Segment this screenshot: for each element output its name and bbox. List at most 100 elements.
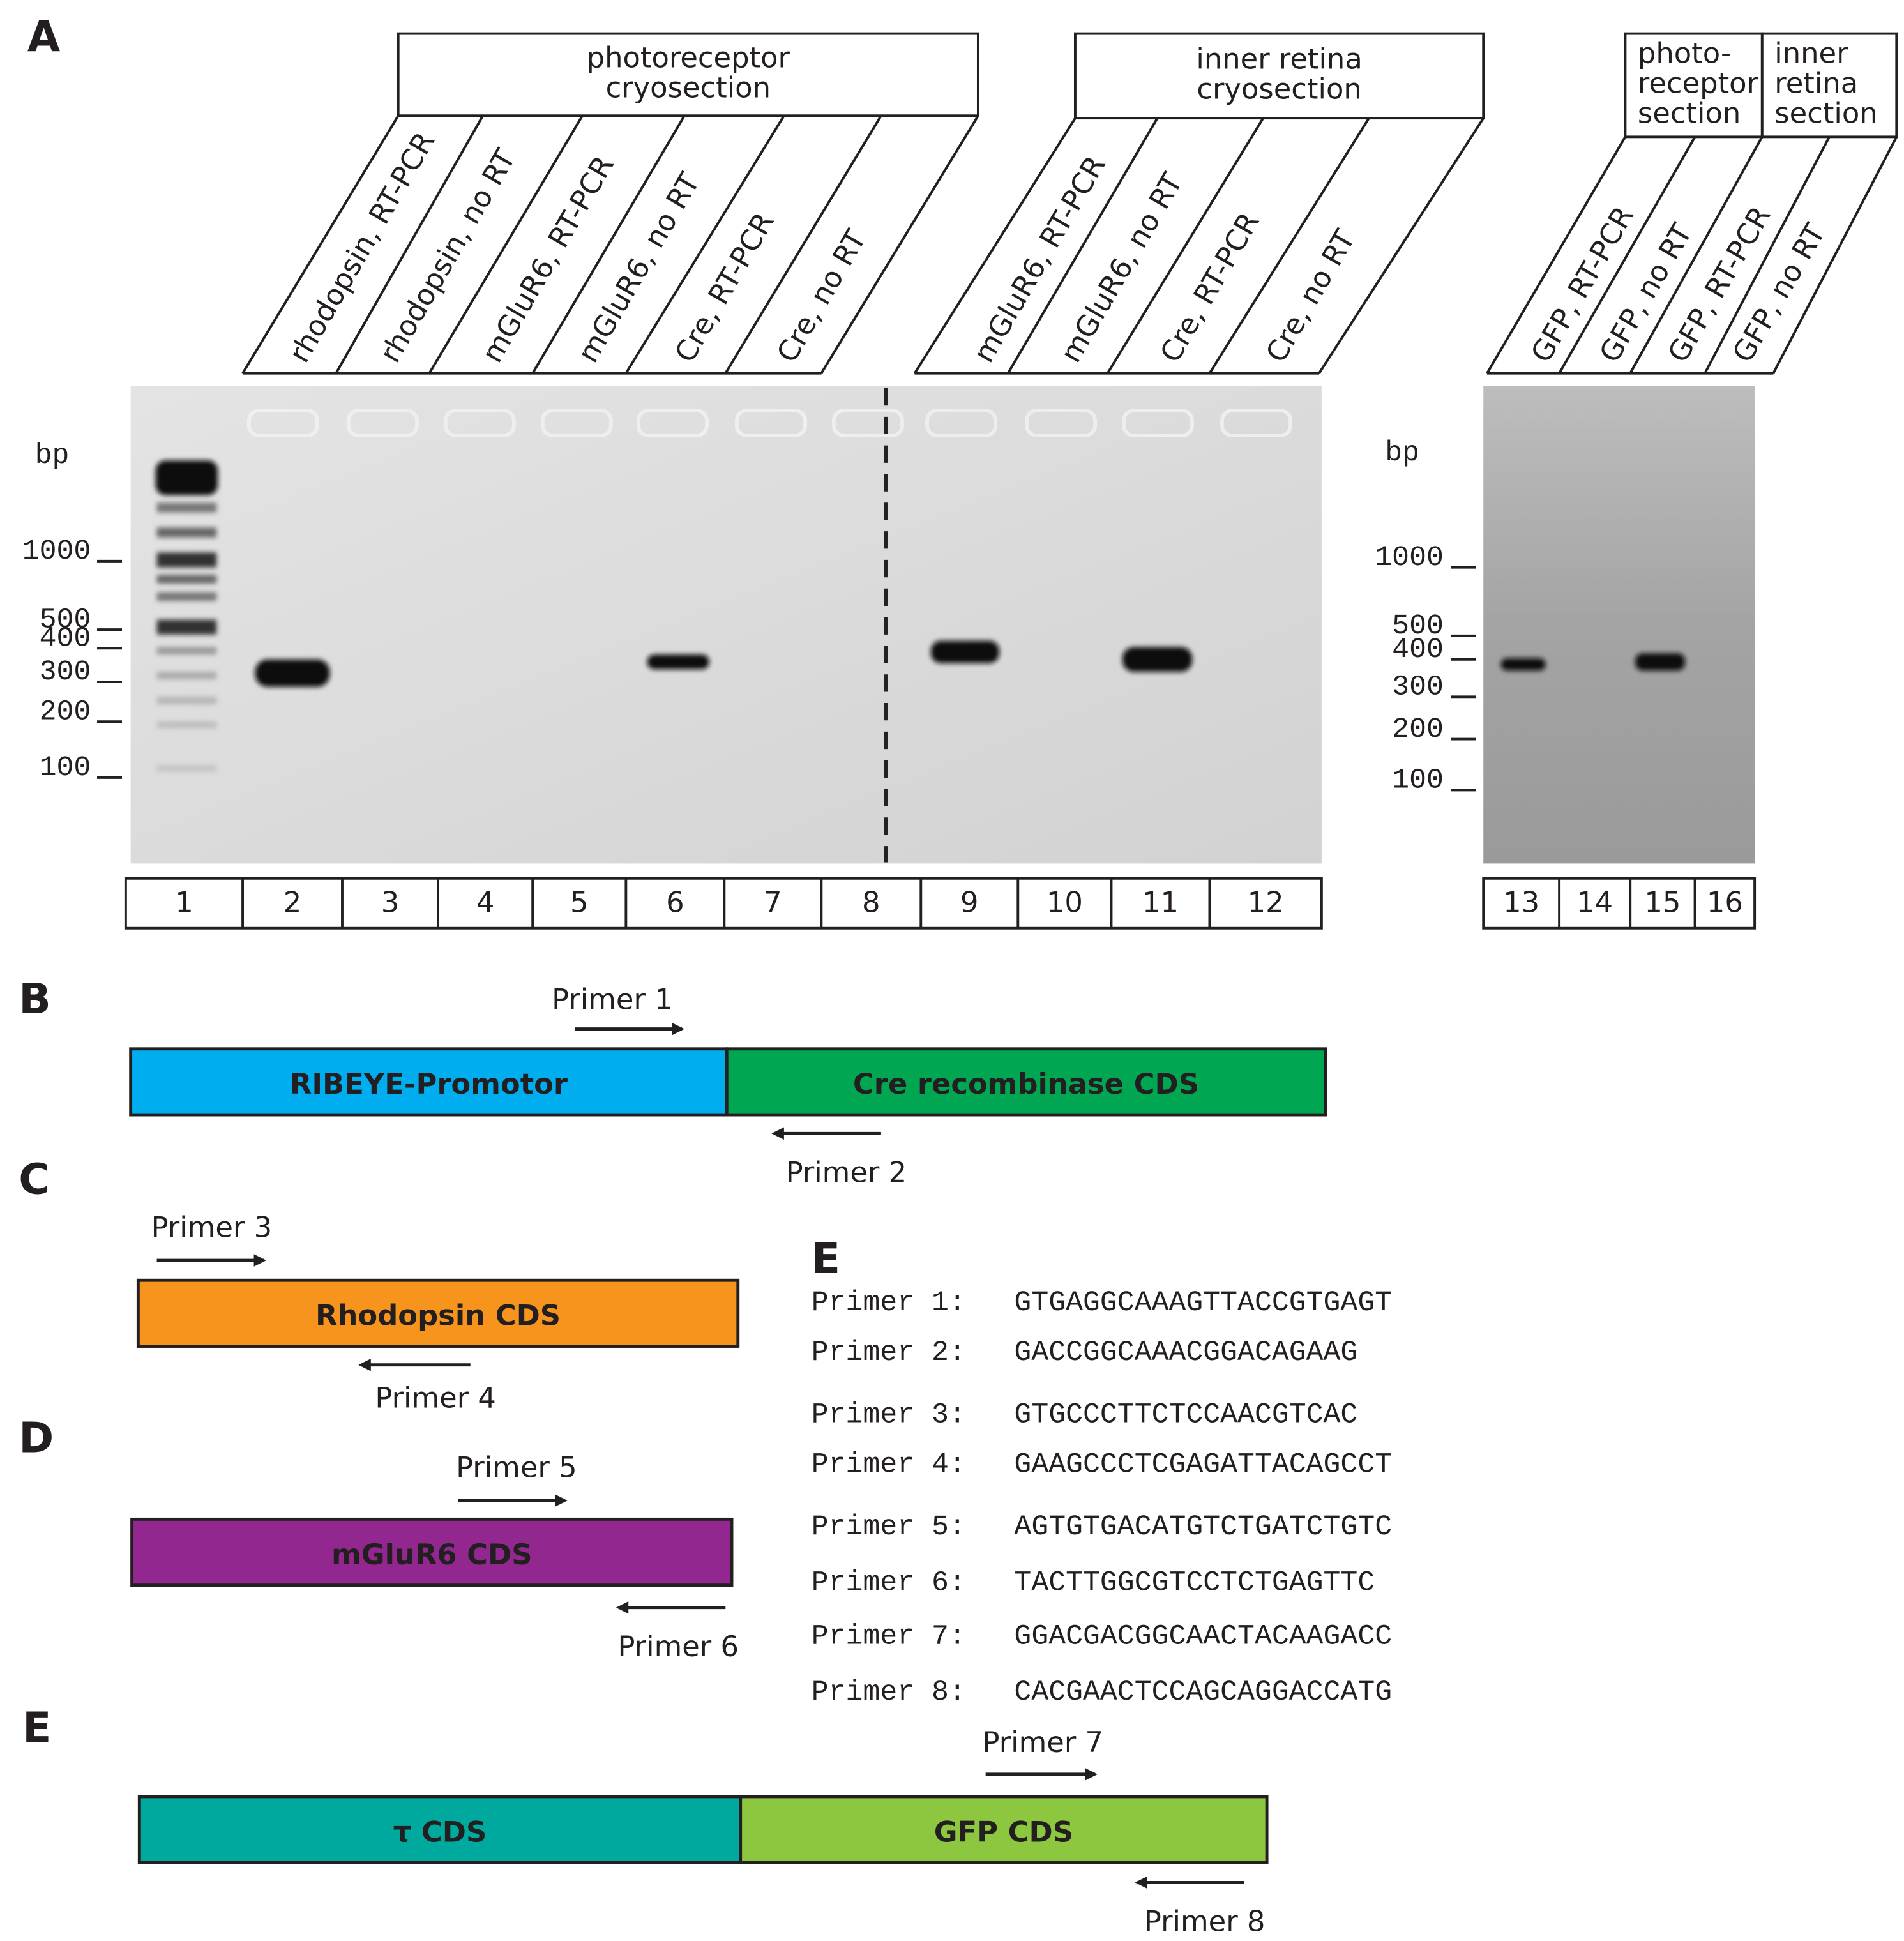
group-box <box>1760 32 1898 139</box>
gel-right <box>1483 386 1755 864</box>
segment-label: τ CDS <box>393 1815 487 1848</box>
primer-label: Primer 1 <box>552 983 673 1016</box>
lane-number: 11 <box>1142 886 1179 919</box>
lane-number: 3 <box>381 886 400 919</box>
size-marker: 400 <box>40 623 91 655</box>
size-marker: 100 <box>1392 765 1444 797</box>
label-divider <box>1558 136 1696 374</box>
label-divider <box>428 115 584 374</box>
lane-number: 16 <box>1707 886 1743 919</box>
label-divider <box>1007 117 1159 374</box>
primer-label: Primer 5 <box>456 1450 577 1484</box>
lane-label: Cre, RT-PCR <box>1153 207 1266 368</box>
size-marker: 500 <box>1392 610 1444 642</box>
lane-number: 12 <box>1248 886 1284 919</box>
label-divider <box>624 115 785 374</box>
primer-sequence: GTGCCCTTCTCCAACGTCAC <box>1014 1400 1357 1431</box>
lane-number: 6 <box>666 886 684 919</box>
primer-label: Primer 2 <box>786 1156 907 1190</box>
wells <box>246 409 1293 437</box>
primer-sequence: CACGAACTCCAGCAGGACCATG <box>1014 1677 1392 1709</box>
label-divider <box>335 115 484 374</box>
primer-name: Primer 2: <box>812 1337 966 1369</box>
size-marker: 200 <box>40 697 91 729</box>
lane-number: 13 <box>1503 886 1539 919</box>
segment <box>129 1047 729 1117</box>
primer-sequence: GTGAGGCAAAGTTACCGTGAGT <box>1014 1287 1392 1319</box>
primer-name: Primer 7: <box>812 1620 966 1652</box>
group-label: retina <box>1774 66 1858 100</box>
bands <box>155 460 1685 772</box>
group-label: photoreceptor <box>587 41 790 75</box>
segment-label: GFP CDS <box>934 1815 1073 1848</box>
group-box <box>1074 32 1485 120</box>
segment-label: mGluR6 CDS <box>331 1537 532 1571</box>
label-divider <box>1208 117 1370 374</box>
segment <box>130 1517 734 1587</box>
size-marker: 1000 <box>22 536 91 568</box>
size-marker: 1000 <box>1375 542 1444 574</box>
segment-label: Rhodopsin CDS <box>315 1299 561 1333</box>
primer-sequence: GGACGACGGCAACTACAAGACC <box>1014 1620 1392 1652</box>
lane-number: 4 <box>476 886 495 919</box>
size-marker: 200 <box>1392 714 1444 746</box>
primer-label: Primer 8 <box>1144 1905 1266 1938</box>
primer-name: Primer 8: <box>812 1677 966 1709</box>
panel-label: C <box>19 1154 50 1204</box>
group-label: inner retina <box>1196 42 1362 75</box>
label-divider <box>241 115 400 374</box>
lane-number: 2 <box>283 886 302 919</box>
panel-label: E <box>22 1703 51 1753</box>
primer-label: Primer 4 <box>375 1380 496 1414</box>
panel-label: B <box>19 974 51 1023</box>
primer-sequence: TACTTGGCGTCCTCTGAGTTC <box>1014 1567 1375 1599</box>
primer-sequence: GACCGGCAAACGGACAGAAG <box>1014 1337 1357 1369</box>
lane-label: Cre, RT-PCR <box>668 207 781 368</box>
segment-label: Cre recombinase CDS <box>853 1067 1199 1101</box>
size-marker: 400 <box>1392 634 1444 666</box>
primer-name: Primer 3: <box>812 1400 966 1431</box>
panel-label: D <box>19 1413 54 1463</box>
label-divider <box>820 115 979 374</box>
panel-label: A <box>27 11 60 61</box>
group-label: receptor <box>1638 66 1759 100</box>
label-divider <box>531 115 686 374</box>
lane-number: 5 <box>570 886 589 919</box>
lane-label: Cre, no RT <box>770 223 873 368</box>
size-unit: bp <box>1385 437 1419 469</box>
lane-number: 10 <box>1046 886 1083 919</box>
segment <box>725 1047 1327 1117</box>
primer-name: Primer 4: <box>812 1449 966 1481</box>
group-label: section <box>1774 96 1877 130</box>
group-label: photo- <box>1638 36 1731 70</box>
primer-label: Primer 6 <box>617 1629 739 1663</box>
lane-number: 7 <box>764 886 782 919</box>
segment <box>136 1278 740 1348</box>
segment <box>739 1795 1269 1864</box>
lane-row <box>1482 877 1757 930</box>
label-divider <box>1486 136 1627 374</box>
gel-left <box>130 386 1322 864</box>
group-label: cryosection <box>606 70 771 104</box>
lane-number: 9 <box>960 886 979 919</box>
panel-label: E <box>812 1234 840 1283</box>
group-box <box>397 32 979 117</box>
label-divider <box>1629 136 1764 374</box>
size-marker: 300 <box>40 656 91 688</box>
primer-label: Primer 3 <box>151 1210 273 1244</box>
label-divider <box>724 115 882 374</box>
primer-sequence: AGTGTGACATGTCTGATCTGTC <box>1014 1511 1392 1543</box>
primer-name: Primer 1: <box>812 1287 966 1319</box>
size-unit: bp <box>35 440 70 472</box>
label-divider <box>1318 117 1485 374</box>
label-divider <box>1704 136 1831 374</box>
label-divider <box>1106 117 1264 374</box>
group-label: cryosection <box>1197 72 1361 105</box>
primer-label: Primer 7 <box>983 1725 1104 1759</box>
lane-number: 15 <box>1644 886 1681 919</box>
primer-name: Primer 5: <box>812 1511 966 1543</box>
size-marker: 100 <box>40 752 91 784</box>
lane-number: 1 <box>175 886 193 919</box>
